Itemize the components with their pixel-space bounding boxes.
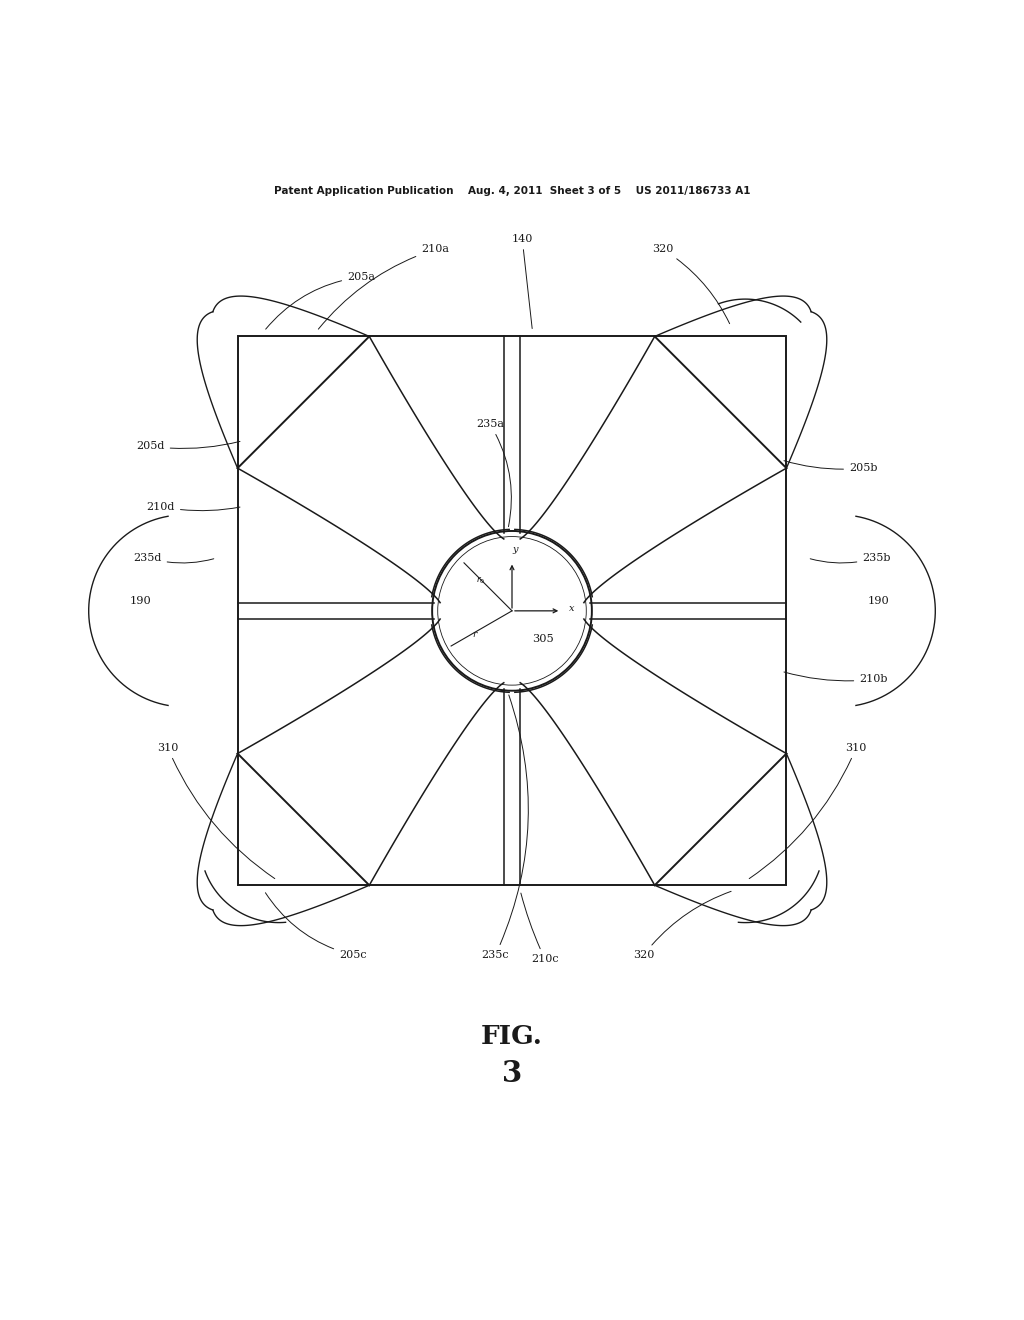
Text: r: r — [472, 630, 476, 639]
Text: 310: 310 — [158, 743, 274, 879]
Text: 210a: 210a — [318, 244, 450, 329]
Text: 205b: 205b — [784, 461, 878, 473]
Text: 235a: 235a — [476, 420, 511, 527]
Text: 205a: 205a — [265, 272, 375, 329]
Text: 190: 190 — [867, 595, 890, 606]
Text: Patent Application Publication    Aug. 4, 2011  Sheet 3 of 5    US 2011/186733 A: Patent Application Publication Aug. 4, 2… — [273, 186, 751, 195]
Text: 210d: 210d — [146, 502, 240, 512]
Text: 140: 140 — [512, 234, 532, 329]
Text: 235d: 235d — [133, 553, 214, 564]
Text: 205c: 205c — [265, 892, 367, 960]
Text: 210c: 210c — [521, 894, 559, 964]
Text: 235c: 235c — [481, 694, 528, 960]
Text: y: y — [512, 545, 518, 553]
Text: 205d: 205d — [136, 441, 240, 451]
Text: 320: 320 — [633, 891, 731, 960]
Text: FIG.: FIG. — [481, 1024, 543, 1049]
Text: 305: 305 — [532, 634, 554, 644]
Text: 190: 190 — [129, 595, 152, 606]
Text: 3: 3 — [502, 1059, 522, 1088]
Text: 210b: 210b — [784, 672, 888, 685]
Text: $r_0$: $r_0$ — [476, 574, 485, 586]
Text: 310: 310 — [750, 743, 866, 879]
Text: 320: 320 — [652, 244, 730, 323]
Text: 235b: 235b — [810, 553, 891, 564]
Text: x: x — [569, 605, 574, 614]
